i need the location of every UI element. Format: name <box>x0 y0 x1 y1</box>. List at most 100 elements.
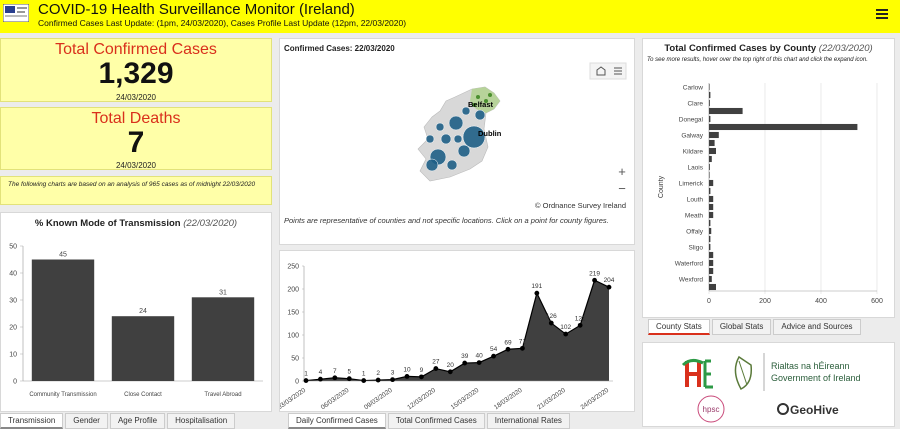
logos-panel: Rialtas na hÉireann Government of Irelan… <box>642 342 895 427</box>
data-label: 2 <box>376 370 380 377</box>
y-tick-label: Limerick <box>679 180 704 187</box>
y-tick-label: Donegal <box>679 116 704 123</box>
bar <box>709 123 858 131</box>
y-tick-label: 50 <box>291 356 299 363</box>
bar <box>709 91 711 99</box>
y-tick-label: 50 <box>9 244 17 251</box>
data-label: 219 <box>589 270 600 277</box>
logo-text: GeoHive <box>790 403 839 417</box>
bar <box>709 267 714 275</box>
tab[interactable]: Advice and Sources <box>773 319 861 335</box>
point <box>462 360 468 366</box>
x-tick-label: 21/03/2020 <box>536 387 567 411</box>
y-tick-label: 20 <box>9 325 17 332</box>
y-tick-label: 30 <box>9 298 17 305</box>
y-tick-label: Sligo <box>689 244 704 251</box>
data-label: 45 <box>59 252 67 259</box>
y-tick-label: 0 <box>13 379 17 386</box>
map-controls: + − <box>589 62 627 196</box>
point <box>447 369 453 375</box>
data-label: 39 <box>461 353 469 360</box>
map-label: Belfast <box>468 100 494 109</box>
x-tick-label: 400 <box>815 298 827 305</box>
x-tick-label: 03/03/2020 <box>280 387 307 411</box>
subtitle: (22/03/2020) <box>183 218 238 229</box>
x-tick-label: Close Contact <box>124 392 162 398</box>
data-label: 121 <box>575 315 586 322</box>
x-tick-label: 12/03/2020 <box>406 387 437 411</box>
x-tick-label: 06/03/2020 <box>320 387 351 411</box>
y-tick-label: Kildare <box>683 148 704 155</box>
y-tick-label: 250 <box>287 264 299 271</box>
county-chart: 0 200 400 600 Carlow Clare Donegal Galway Kildar… <box>658 83 883 305</box>
menu-button[interactable] <box>876 8 888 20</box>
x-tick-label: 600 <box>871 298 883 305</box>
title: % Known Mode of Transmission <box>34 218 181 229</box>
bar <box>31 259 95 381</box>
bar <box>709 115 711 123</box>
data-label: 31 <box>219 289 227 296</box>
bar <box>709 203 714 211</box>
point <box>548 320 554 326</box>
chart-title: Total Confirmed Cases by County (22/03/2… <box>643 43 894 54</box>
data-label: 20 <box>447 362 455 369</box>
point <box>390 377 395 383</box>
y-tick-label: Louth <box>687 196 704 203</box>
logo-text: Government of Ireland <box>771 373 861 383</box>
point <box>606 284 612 290</box>
chart-note: To see more results, hover over the top … <box>647 57 868 63</box>
bar <box>709 139 715 147</box>
svg-text:+: + <box>618 164 626 179</box>
bar <box>709 259 714 267</box>
county-panel: Total Confirmed Cases by County (22/03/2… <box>642 38 895 318</box>
bar <box>709 83 710 91</box>
data-label: 102 <box>560 324 571 331</box>
bar <box>709 219 711 227</box>
bar <box>709 131 719 139</box>
area <box>306 280 609 381</box>
x-tick-label: 18/03/2020 <box>493 387 524 411</box>
chart-title: % Known Mode of Transmission (22/03/2020… <box>1 218 271 229</box>
x-tick-label: 15/03/2020 <box>450 387 481 411</box>
kpi-cases: Total Confirmed Cases 1,329 24/03/2020 <box>0 38 272 102</box>
data-label: 27 <box>432 359 440 366</box>
map-attribution: © Ordnance Survey Ireland <box>535 201 626 210</box>
bar <box>709 211 714 219</box>
y-tick-label: Waterford <box>675 260 704 267</box>
tab[interactable]: Global Stats <box>711 319 772 335</box>
data-label: 4 <box>319 369 323 376</box>
bar <box>709 187 711 195</box>
bar <box>709 107 743 115</box>
bar <box>709 163 710 171</box>
logos: Rialtas na hÉireann Government of Irelan… <box>681 353 861 423</box>
data-label: 126 <box>546 313 557 320</box>
bar <box>709 235 711 243</box>
axis-title: County <box>658 175 665 198</box>
subtitle: (22/03/2020) <box>818 43 873 54</box>
y-tick-label: Galway <box>681 132 703 139</box>
kpi-date: 24/03/2020 <box>115 161 157 170</box>
bar <box>709 155 712 163</box>
bar <box>191 297 255 381</box>
note: The following charts are based on an ana… <box>8 181 256 188</box>
data-label: 1 <box>304 371 308 378</box>
tab[interactable]: County Stats <box>648 319 710 335</box>
y-tick-label: 100 <box>287 333 299 340</box>
transmission-chart: 0 10 20 30 40 50 45 Community Transmission 24 Clo… <box>9 244 263 398</box>
y-tick-label: 40 <box>9 271 17 278</box>
x-tick-label: 200 <box>759 298 771 305</box>
map: + − Belfast Dublin <box>417 62 627 196</box>
data-label: 24 <box>139 308 147 315</box>
line <box>305 279 610 382</box>
point <box>592 277 597 283</box>
bar <box>709 283 716 291</box>
x-tick-label: 09/03/2020 <box>363 387 394 411</box>
bar <box>709 195 714 203</box>
map-caption: Points are representative of counties an… <box>284 216 609 225</box>
kpi-value: 7 <box>127 126 145 159</box>
svg-text:−: − <box>618 181 626 196</box>
kpi-value: 1,329 <box>98 57 174 90</box>
data-label: 191 <box>531 283 542 290</box>
data-label: 40 <box>476 353 484 360</box>
header: COVID-19 Health Surveillance Monitor (Ir… <box>0 0 900 33</box>
